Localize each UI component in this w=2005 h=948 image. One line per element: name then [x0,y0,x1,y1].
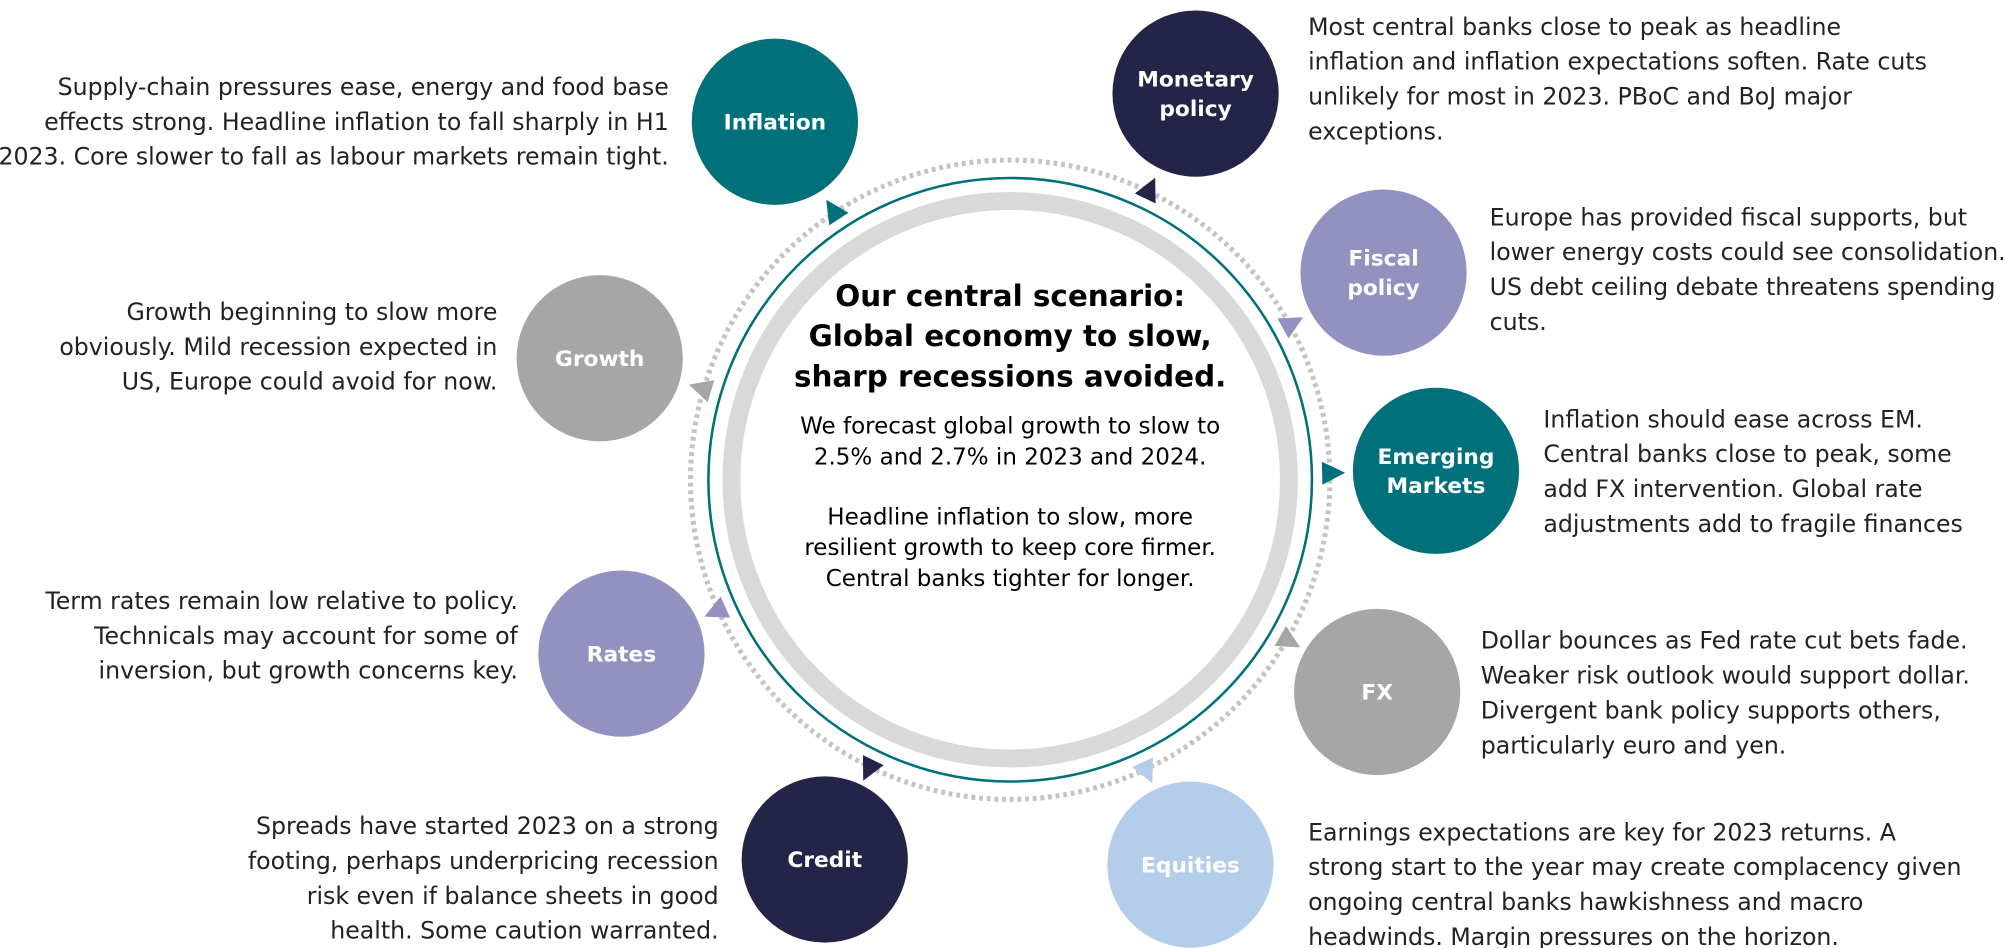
node-description: Inflation should ease across EM. [1543,405,1923,433]
center-title: sharp recessions avoided. [794,359,1226,393]
node-description: particularly euro and yen. [1481,731,1787,759]
node-description: Supply-chain pressures ease, energy and … [58,73,669,101]
node-label: Credit [787,848,862,873]
node-label: FX [1361,681,1393,706]
node-description: strong start to the year may create comp… [1308,853,1961,881]
node-description: Most central banks close to peak as head… [1308,13,1841,41]
node-description: US debt ceiling debate threatens spendin… [1490,273,1996,301]
arrow [1321,461,1346,485]
arrow [1274,626,1301,648]
node-description: add FX intervention. Global rate [1543,475,1922,503]
gray-ring [722,192,1298,768]
arrow [826,199,849,226]
node-description: Dollar bounces as Fed rate cut bets fade… [1481,627,1968,655]
node-description: lower energy costs could see consolidati… [1490,238,2005,266]
center-title: Global economy to slow, [809,319,1212,353]
node-circle [1294,608,1461,776]
node-label: Emerging [1378,445,1495,470]
node-description: Weaker risk outlook would support dollar… [1481,661,1970,689]
node-description: Divergent bank policy supports others, [1481,696,1941,724]
center-body: Headline inflation to slow, more [827,505,1193,531]
node-description: cuts. [1490,308,1547,336]
node-circle [691,38,859,205]
node-description: unlikely for most in 2023. PBoC and BoJ … [1308,83,1852,111]
node-label: Growth [555,347,644,372]
center-body: resilient growth to keep core firmer. [804,535,1216,561]
node-description: footing, perhaps underpricing recession [248,847,719,875]
node-description: inversion, but growth concerns key. [99,657,518,685]
node-circle [516,275,683,442]
node-description: exceptions. [1308,117,1443,145]
node-circle [538,570,705,737]
center-body: Central banks tighter for longer. [826,566,1195,592]
arrow [688,380,715,403]
node-circle [1300,189,1467,356]
node-circle [741,776,908,943]
node-label: Monetary [1137,68,1254,93]
node-label: Fiscal [1348,247,1418,272]
node-label: Equities [1141,853,1240,878]
node-description: obviously. Mild recession expected in [59,333,497,361]
node-description: US, Europe could avoid for now. [122,368,498,396]
arrow [1132,757,1153,784]
center-body: We forecast global growth to slow to [800,414,1220,440]
node-description: Term rates remain low relative to policy… [44,587,518,615]
node-description: 2023. Core slower to fall as labour mark… [0,143,669,171]
teal-ring [707,176,1314,783]
center-title: Our central scenario: [835,279,1185,313]
arrow [862,755,884,781]
arrow [1277,317,1304,339]
node-description: adjustments add to fragile finances [1543,510,1962,538]
node-description: Europe has provided fiscal supports, but [1490,203,1967,231]
node-description: Spreads have started 2023 on a strong [256,812,719,840]
node-label: Inflation [724,110,827,135]
node-description: headwinds. Margin pressures on the horiz… [1308,923,1839,948]
node-description: ongoing central banks hawkishness and ma… [1308,888,1863,916]
arrow [704,596,731,618]
arrow [1134,177,1156,204]
node-description: health. Some caution warranted. [330,917,718,945]
node-description: Growth beginning to slow more [126,298,497,326]
center-body: 2.5% and 2.7% in 2023 and 2024. [814,444,1207,470]
node-label: policy [1159,97,1231,122]
node-label: policy [1347,276,1419,301]
node-description: Earnings expectations are key for 2023 r… [1308,818,1896,846]
node-label: Markets [1387,474,1486,499]
node-description: Technicals may account for some of [93,622,518,650]
node-description: effects strong. Headline inflation to fa… [44,108,669,136]
node-circle [1352,387,1520,554]
node-circle [1112,10,1279,177]
node-circle [1107,781,1274,948]
node-description: inflation and inflation expectations sof… [1308,48,1927,76]
node-description: risk even if balance sheets in good [307,882,719,910]
node-label: Rates [587,642,656,667]
node-description: Central banks close to peak, some [1543,440,1951,468]
